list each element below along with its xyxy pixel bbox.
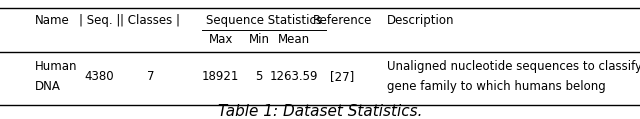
Text: Max: Max	[209, 33, 233, 46]
Text: Min: Min	[249, 33, 269, 46]
Text: 18921: 18921	[202, 70, 239, 83]
Text: Name: Name	[35, 14, 70, 27]
Text: Unaligned nucleotide sequences to classify: Unaligned nucleotide sequences to classi…	[387, 60, 640, 73]
Text: DNA: DNA	[35, 80, 61, 93]
Text: 1263.59: 1263.59	[270, 70, 319, 83]
Text: | Classes |: | Classes |	[120, 14, 180, 27]
Text: Table 1: Dataset Statistics.: Table 1: Dataset Statistics.	[218, 104, 422, 119]
Text: Description: Description	[387, 14, 454, 27]
Text: gene family to which humans belong: gene family to which humans belong	[387, 80, 606, 93]
Text: Sequence Statistics: Sequence Statistics	[206, 14, 322, 27]
Text: | Seq. |: | Seq. |	[79, 14, 120, 27]
Text: Reference: Reference	[313, 14, 372, 27]
Text: Human: Human	[35, 60, 77, 73]
Text: 5: 5	[255, 70, 263, 83]
Text: Mean: Mean	[278, 33, 310, 46]
Text: [27]: [27]	[330, 70, 355, 83]
Text: 7: 7	[147, 70, 154, 83]
Text: 4380: 4380	[84, 70, 114, 83]
